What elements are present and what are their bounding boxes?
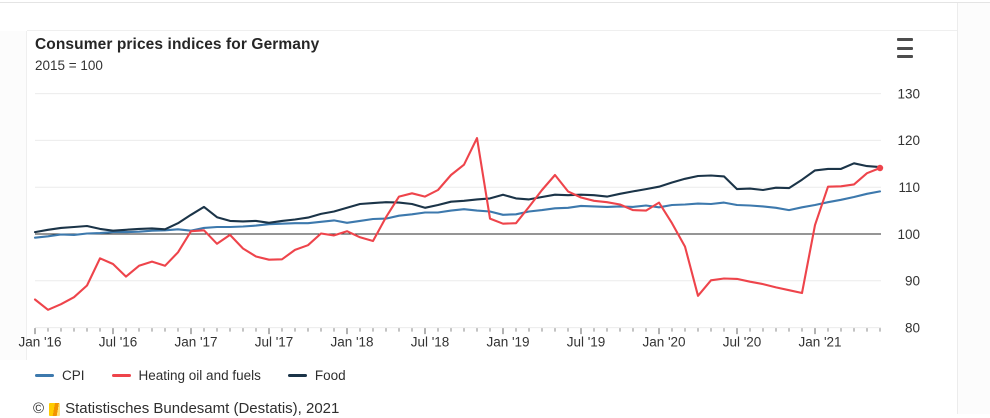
svg-text:100: 100 [897,227,920,242]
copyright-note: © Statistisches Bundesamt (Destatis), 20… [33,400,339,418]
svg-text:Jan '17: Jan '17 [174,335,217,350]
svg-text:Jan '19: Jan '19 [486,335,529,350]
page-right-margin [957,3,990,414]
copyright-text: Statistisches Bundesamt (Destatis), 2021 [65,400,340,417]
destatis-logo-icon [49,402,61,416]
hamburger-icon [897,38,913,41]
heating-oil-line-swatch [111,373,131,378]
svg-text:Jul '20: Jul '20 [723,335,762,350]
hamburger-icon [897,46,913,50]
svg-text:Jul '17: Jul '17 [255,335,294,350]
svg-text:Jan '18: Jan '18 [330,335,373,350]
chart-title: Consumer prices indices for Germany [35,36,320,53]
legend-label: Food [314,368,346,383]
chart-header: Consumer prices indices for Germany 2015… [35,36,319,73]
chart-menu-button[interactable] [897,38,919,58]
svg-text:110: 110 [898,180,920,195]
legend-label: CPI [62,368,85,383]
legend-item-food[interactable]: Food [287,368,346,383]
svg-text:Jul '18: Jul '18 [411,335,450,350]
chart-legend: CPI Heating oil and fuels Food [35,368,346,383]
copyright-symbol: © [33,400,45,417]
legend-label: Heating oil and fuels [138,368,261,383]
legend-item-cpi[interactable]: CPI [35,368,85,383]
page-left-margin [0,31,27,360]
svg-text:90: 90 [905,274,920,289]
svg-text:130: 130 [897,86,920,101]
window-top-edge [0,2,990,3]
svg-text:Jan '16: Jan '16 [18,335,61,350]
svg-text:120: 120 [897,133,920,148]
svg-text:Jul '16: Jul '16 [99,335,138,350]
hamburger-icon [897,55,913,58]
svg-text:Jan '21: Jan '21 [798,335,841,350]
svg-text:Jul '19: Jul '19 [567,335,606,350]
svg-text:80: 80 [905,320,920,335]
header-divider [27,30,958,31]
food-line-swatch [287,373,307,378]
legend-item-heating-oil-and-fuels[interactable]: Heating oil and fuels [111,368,261,383]
svg-text:Jan '20: Jan '20 [642,335,685,350]
chart-subtitle: 2015 = 100 [35,58,103,73]
cpi-line-swatch [35,373,54,378]
